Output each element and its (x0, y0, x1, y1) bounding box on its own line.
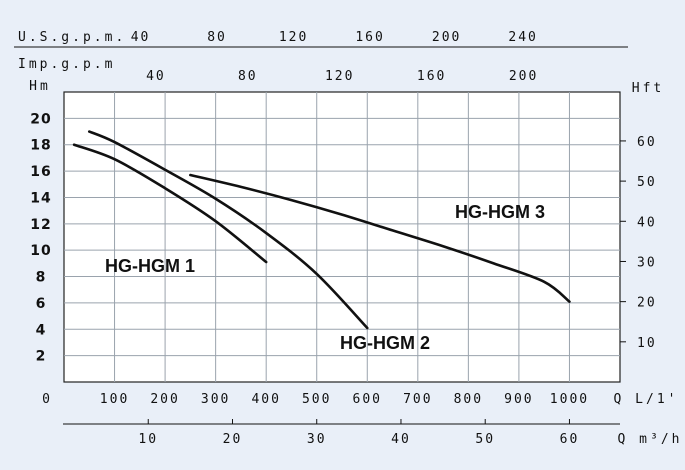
y-left-tick-label: 16 (30, 164, 51, 180)
curve-3 (189, 173, 571, 303)
x-primary-tick-label: 600 (353, 392, 382, 407)
series-label-2: HG-HGM 2 (340, 333, 430, 353)
y-right-tick-label: 60 (637, 135, 657, 150)
x-secondary-tick-label: 50 (475, 432, 495, 447)
grid-lines (64, 92, 620, 382)
curve-2 (87, 130, 369, 330)
x-secondary-tick-label: 60 (560, 432, 580, 447)
x-top2-tick-label: 40 (146, 69, 166, 84)
x-top2-axis-label: Imp.g.p.m (18, 57, 115, 72)
x-primary-tick-label: 700 (403, 392, 432, 407)
y-right-tick-label: 30 (637, 255, 657, 270)
x-secondary-tick-label: 40 (391, 432, 411, 447)
x-top2-tick-label: 120 (325, 69, 354, 84)
y-left-tick-label: 8 (36, 270, 47, 286)
x-top2-tick-label: 200 (509, 69, 538, 84)
y-right-axis-label: Hft (632, 81, 664, 96)
x-top2-tick-label: 80 (238, 69, 258, 84)
x-primary-tick-label: 1000 (550, 392, 589, 407)
x-secondary-tick-label: 30 (307, 432, 327, 447)
x-top1-tick-label: 160 (355, 30, 384, 45)
series-label-1: HG-HGM 1 (105, 256, 195, 276)
curves: HG-HGM 1 HG-HGM 2 HG-HGM 3 (72, 130, 571, 353)
y-right-tick-label: 40 (637, 215, 657, 230)
x-top2-tick-label: 160 (417, 69, 446, 84)
y-left-axis-label: Hm (29, 79, 51, 94)
y-left-tick-label: 12 (30, 217, 51, 233)
x-top1-tick-label: 120 (279, 30, 308, 45)
y-left-tick-label: 20 (30, 111, 51, 127)
x-top1-tick-label: 200 (432, 30, 461, 45)
x-top1-tick-label: 80 (207, 30, 227, 45)
x-primary-tick-label: 500 (302, 392, 331, 407)
x-top1-axis-label: U.S.g.p.m. (18, 30, 126, 45)
x-primary-tick-label: 200 (150, 392, 179, 407)
curve-1 (72, 143, 268, 264)
y-left-tick-label: 6 (36, 296, 47, 312)
x-primary-tick-label: 900 (504, 392, 533, 407)
series-label-3: HG-HGM 3 (455, 202, 545, 222)
x-primary-tick-label: 0 (42, 392, 52, 407)
x-top1-tick-label: 240 (508, 30, 537, 45)
x-secondary-tick-label: 20 (223, 432, 243, 447)
x-primary-axis-label: Q L/1' (614, 392, 679, 407)
y-left-tick-label: 4 (36, 322, 47, 338)
x-primary-tick-label: 400 (251, 392, 280, 407)
y-right-tick-label: 50 (637, 175, 657, 190)
x-primary-tick-label: 800 (454, 392, 483, 407)
y-left-tick-label: 18 (30, 138, 51, 154)
x-top1-tick-label: 40 (131, 30, 151, 45)
y-left-tick-label: 10 (30, 243, 51, 259)
x-primary-tick-label: 300 (201, 392, 230, 407)
y-left-tick-label: 2 (36, 349, 47, 365)
y-right-tick-label: 20 (637, 296, 657, 311)
x-secondary-axis-label: Q m³/h (618, 432, 683, 447)
y-right-tick-label: 10 (637, 336, 657, 351)
plot-area (63, 91, 621, 383)
x-primary-tick-label: 100 (100, 392, 129, 407)
y-left-tick-label: 14 (30, 190, 51, 206)
x-secondary-tick-label: 10 (138, 432, 158, 447)
